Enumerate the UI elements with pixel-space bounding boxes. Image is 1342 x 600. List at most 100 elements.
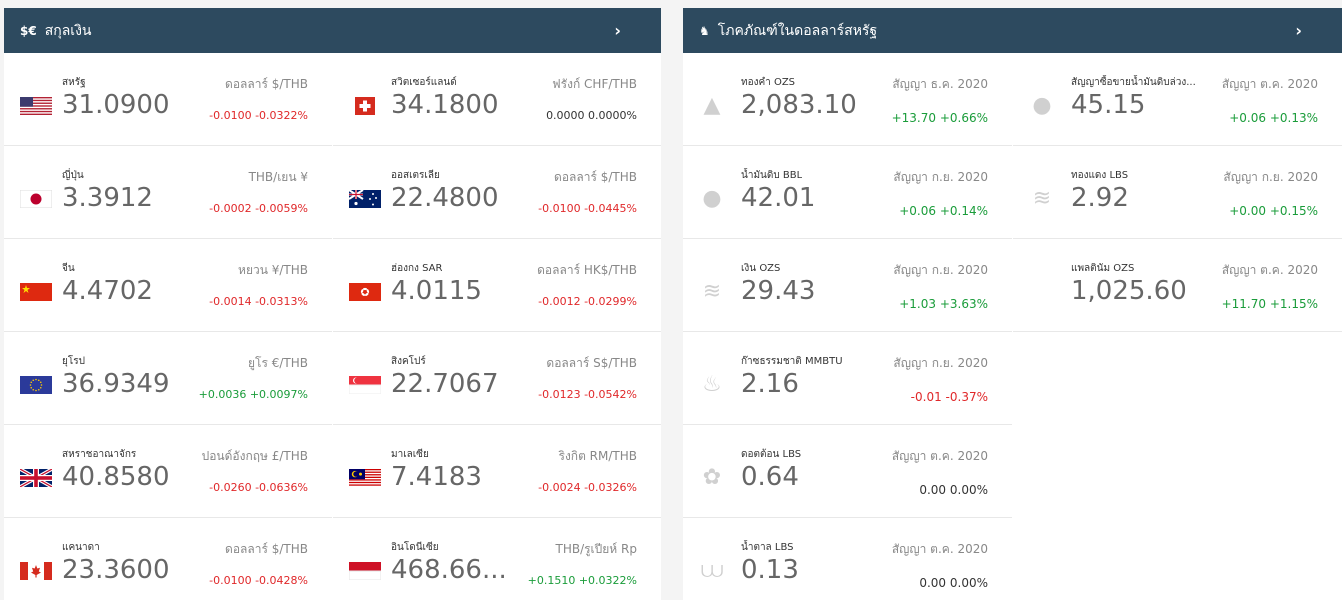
commodity-row[interactable]: ≋ เงิน OZS 29.43 สัญญา ก.ย. 2020 +1.03 +3.63… xyxy=(683,239,1012,332)
commodity-price-value: 0.64 xyxy=(741,462,799,492)
currency-row[interactable]: ออสเตรเลีย 22.4800 ดอลลาร์ $/THB -0.0100 -0… xyxy=(333,146,661,239)
currency-icon: $€ xyxy=(20,23,37,38)
flame-icon: ♨ xyxy=(702,372,722,397)
indonesia-flag-icon xyxy=(349,562,381,580)
us-flag-icon xyxy=(20,97,52,115)
currency-unit: ดอลลาร์ $/THB xyxy=(225,542,308,556)
change-value: -0.0100 -0.0428% xyxy=(209,574,308,587)
currency-unit: ริงกิต RM/THB xyxy=(558,449,638,463)
uk-flag-icon xyxy=(20,469,52,487)
commodity-price-value: 42.01 xyxy=(741,183,816,213)
commodity-panel-title: โภคภัณฑ์ในดอลลาร์สหรัฐ xyxy=(717,22,878,39)
eu-flag-icon xyxy=(20,376,52,394)
exchange-rate-value: 22.4800 xyxy=(391,183,499,213)
currency-row[interactable]: สิงคโปร์ 22.7067 ดอลลาร์ S$/THB -0.0123 -0.… xyxy=(333,332,661,425)
singapore-flag-icon xyxy=(349,376,381,394)
hongkong-flag-icon xyxy=(349,283,381,301)
coin-stack-icon: ≋ xyxy=(1032,186,1052,211)
oil-drop-icon: ● xyxy=(702,186,722,211)
sugar-icon: ⩊ xyxy=(701,558,724,583)
currency-column: สหรัฐ 31.0900 ดอลลาร์ $/THB -0.0100 -0.0322… xyxy=(4,53,332,600)
currency-row[interactable]: แคนาดา 23.3600 ดอลลาร์ $/THB -0.0100 -0.042… xyxy=(4,518,332,600)
change-value: -0.0260 -0.0636% xyxy=(209,481,308,494)
currency-row[interactable]: จีน 4.4702 หยวน ¥/THB -0.0014 -0.0313% xyxy=(4,239,332,332)
chevron-right-icon[interactable]: › xyxy=(614,21,621,40)
commodity-name: น้ำมันดิบ BBL xyxy=(741,170,803,181)
exchange-rate-value: 4.4702 xyxy=(62,276,153,306)
contract-month: สัญญา ต.ค. 2020 xyxy=(1221,77,1318,91)
change-value: 0.00 0.00% xyxy=(919,483,988,497)
currency-unit: ยูโร €/THB xyxy=(248,356,308,370)
exchange-rate-value: 468.66... xyxy=(391,555,507,585)
commodity-price-value: 45.15 xyxy=(1071,90,1146,120)
oil-drop-icon: ● xyxy=(1032,93,1052,118)
change-value: -0.0002 -0.0059% xyxy=(209,202,308,215)
commodity-row[interactable]: ● สัญญาซื้อขายน้ำมันดิบล่วง... 45.15 สัญญา … xyxy=(1013,53,1342,146)
change-value: -0.0024 -0.0326% xyxy=(538,481,637,494)
change-value: +0.0036 +0.0097% xyxy=(198,388,308,401)
change-value: +13.70 +0.66% xyxy=(891,111,988,125)
commodity-icon: ♞ xyxy=(699,23,710,38)
commodity-row[interactable]: ≋ ทองแดง LBS 2.92 สัญญา ก.ย. 2020 +0.00 +0.1… xyxy=(1013,146,1342,239)
currency-unit: ปอนด์อังกฤษ £/THB xyxy=(201,449,308,463)
currency-unit: THB/เยน ¥ xyxy=(248,170,308,184)
currency-panel-header[interactable]: $€ สกุลเงิน › xyxy=(4,8,661,53)
currency-name: อินโดนีเซีย xyxy=(391,542,439,553)
currency-name: ออสเตรเลีย xyxy=(391,170,440,181)
currency-row[interactable]: สหราชอาณาจักร 40.8580 ปอนด์อังกฤษ £/THB -0.… xyxy=(4,425,332,518)
currency-name: แคนาดา xyxy=(62,542,100,553)
change-value: +11.70 +1.15% xyxy=(1221,297,1318,311)
change-value: +0.06 +0.14% xyxy=(899,204,988,218)
commodity-name: ดอตต้อน LBS xyxy=(741,449,802,460)
currency-name: สหรัฐ xyxy=(62,77,86,88)
commodity-price-value: 2.92 xyxy=(1071,183,1129,213)
contract-month: สัญญา ก.ย. 2020 xyxy=(893,170,988,184)
exchange-rate-value: 3.3912 xyxy=(62,183,153,213)
currency-unit: ดอลลาร์ $/THB xyxy=(554,170,637,184)
currency-unit: ดอลลาร์ $/THB xyxy=(225,77,308,91)
commodity-column: ▲ ทองคำ OZS 2,083.10 สัญญา ธ.ค. 2020 +13.70 … xyxy=(683,53,1012,600)
commodity-row[interactable]: ♨ ก๊าซธรรมชาติ MMBTU 2.16 สัญญา ก.ย. 2020 -0… xyxy=(683,332,1012,425)
commodity-row[interactable]: ⩊ น้ำตาล LBS 0.13 สัญญา ต.ค. 2020 0.00 0.00% xyxy=(683,518,1012,600)
change-value: -0.0123 -0.0542% xyxy=(538,388,637,401)
currency-name: สหราชอาณาจักร xyxy=(62,449,137,460)
commodity-name: น้ำตาล LBS xyxy=(741,542,794,553)
commodity-price-value: 29.43 xyxy=(741,276,816,306)
currency-row[interactable]: อินโดนีเซีย 468.66... THB/รูเปียห์ Rp +0.15… xyxy=(333,518,661,600)
contract-month: สัญญา ธ.ค. 2020 xyxy=(892,77,988,91)
commodity-name: เงิน OZS xyxy=(741,263,781,274)
japan-flag-icon xyxy=(20,190,52,208)
commodity-name: ก๊าซธรรมชาติ MMBTU xyxy=(741,356,843,367)
currency-unit: ฟรังก์ CHF/THB xyxy=(552,77,637,91)
change-value: 0.00 0.00% xyxy=(919,576,988,590)
malaysia-flag-icon xyxy=(349,469,381,487)
gold-bars-icon: ▲ xyxy=(703,93,721,118)
commodity-row[interactable]: แพลตินัม OZS 1,025.60 สัญญา ต.ค. 2020 +11.7… xyxy=(1013,239,1342,332)
currency-row[interactable]: สหรัฐ 31.0900 ดอลลาร์ $/THB -0.0100 -0.0322… xyxy=(4,53,332,146)
commodity-row[interactable]: ● น้ำมันดิบ BBL 42.01 สัญญา ก.ย. 2020 +0.06 … xyxy=(683,146,1012,239)
exchange-rate-value: 22.7067 xyxy=(391,369,499,399)
exchange-rate-value: 34.1800 xyxy=(391,90,499,120)
currency-row[interactable]: ญี่ปุ่น 3.3912 THB/เยน ¥ -0.0002 -0.0059% xyxy=(4,146,332,239)
currency-row[interactable]: ยุโรป 36.9349 ยูโร €/THB +0.0036 +0.0097% xyxy=(4,332,332,425)
exchange-rate-value: 40.8580 xyxy=(62,462,170,492)
exchange-rate-value: 7.4183 xyxy=(391,462,482,492)
currency-name: มาเลเซีย xyxy=(391,449,429,460)
contract-month: สัญญา ก.ย. 2020 xyxy=(893,263,988,277)
commodity-row[interactable]: ▲ ทองคำ OZS 2,083.10 สัญญา ธ.ค. 2020 +13.70 … xyxy=(683,53,1012,146)
switzerland-flag-icon xyxy=(349,97,381,115)
commodity-price-value: 0.13 xyxy=(741,555,799,585)
commodity-row[interactable]: ✿ ดอตต้อน LBS 0.64 สัญญา ต.ค. 2020 0.00 0.00… xyxy=(683,425,1012,518)
change-value: +0.1510 +0.0322% xyxy=(527,574,637,587)
currency-row[interactable]: มาเลเซีย 7.4183 ริงกิต RM/THB -0.0024 -0.03… xyxy=(333,425,661,518)
currency-row[interactable]: สวิตเซอร์แลนด์ 34.1800 ฟรังก์ CHF/THB 0.000… xyxy=(333,53,661,146)
exchange-rate-value: 4.0115 xyxy=(391,276,482,306)
change-value: +0.00 +0.15% xyxy=(1229,204,1318,218)
change-value: -0.0100 -0.0322% xyxy=(209,109,308,122)
currency-name: ญี่ปุ่น xyxy=(62,170,84,181)
commodity-name: ทองคำ OZS xyxy=(741,77,796,88)
chevron-right-icon[interactable]: › xyxy=(1295,21,1302,40)
currency-name: สวิตเซอร์แลนด์ xyxy=(391,77,457,88)
currency-row[interactable]: ฮ่องกง SAR 4.0115 ดอลลาร์ HK$/THB -0.0012 -… xyxy=(333,239,661,332)
commodity-panel-header[interactable]: ♞ โภคภัณฑ์ในดอลลาร์สหรัฐ › xyxy=(683,8,1342,53)
